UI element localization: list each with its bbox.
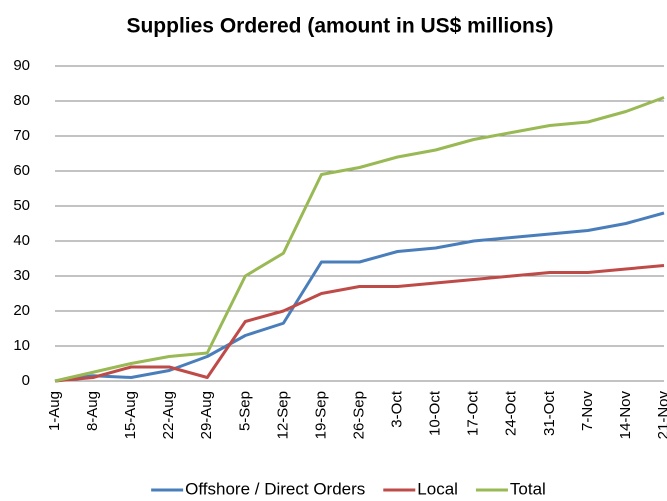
x-tick-label: 24-Oct [503,390,520,436]
x-tick-label: 3-Oct [389,390,406,428]
y-tick-label: 40 [13,232,30,249]
x-tick-label: 21-Nov [655,391,667,440]
x-tick-label: 29-Aug [198,391,215,439]
series-line [54,211,665,383]
y-tick-label: 10 [13,337,30,354]
legend-label: Offshore / Direct Orders [185,479,365,498]
x-tick-label: 26-Sep [350,391,367,439]
y-tick-label: 70 [13,127,30,144]
y-tick-label: 80 [13,92,30,109]
y-tick-label: 20 [13,302,30,319]
y-tick-label: 90 [13,57,30,74]
y-tick-label: 50 [13,197,30,214]
y-tick-label: 60 [13,162,30,179]
series-line [54,96,665,383]
x-tick-label: 31-Oct [541,390,558,436]
x-tick-label: 12-Sep [274,391,291,439]
x-tick-label: 10-Oct [427,390,444,436]
x-tick-label: 1-Aug [46,391,63,431]
x-tick-label: 5-Sep [236,391,253,431]
legend-label: Local [417,479,458,498]
y-tick-label: 30 [13,267,30,284]
x-tick-label: 8-Aug [84,391,101,431]
x-tick-label: 14-Nov [617,391,634,440]
x-tick-label: 17-Oct [465,390,482,436]
x-tick-label: 15-Aug [122,391,139,439]
legend-label: Total [510,479,546,498]
y-tick-label: 0 [22,372,30,389]
x-tick-label: 22-Aug [160,391,177,439]
x-tick-label: 7-Nov [579,391,596,432]
x-tick-label: 19-Sep [312,391,329,439]
series-line [54,264,665,383]
chart-title: Supplies Ordered (amount in US$ millions… [126,15,553,38]
